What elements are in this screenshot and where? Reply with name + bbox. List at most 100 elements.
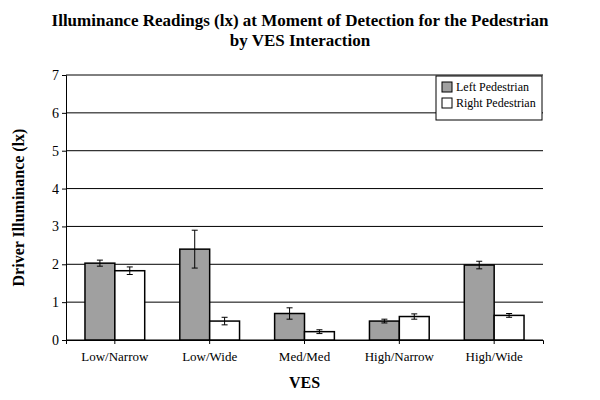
y-tick-label: 6 <box>52 106 59 121</box>
bar <box>464 265 494 340</box>
y-tick-mark <box>62 302 66 303</box>
y-axis: 0 1 2 3 4 5 6 7 <box>52 68 67 348</box>
x-tick-mark <box>209 340 210 344</box>
y-tick: 2 <box>52 257 66 272</box>
error-bar-line <box>509 314 510 318</box>
y-tick: 0 <box>52 333 66 348</box>
x-tick-label: Low/Wide <box>182 349 237 364</box>
error-bar-line <box>381 322 387 323</box>
title: Illuminance Readings (lx) at Moment of D… <box>52 11 549 50</box>
x-tick: Low/Narrow <box>81 340 149 364</box>
bars <box>85 230 524 340</box>
x-tick-mark <box>399 340 400 344</box>
error-bar-line <box>381 319 387 320</box>
grid-line <box>66 226 543 227</box>
y-tick: 5 <box>52 144 66 159</box>
title-line: Illuminance Readings (lx) at Moment of D… <box>52 11 549 30</box>
error-bar-line <box>289 308 290 319</box>
x-tick-mark <box>304 340 305 344</box>
bar <box>85 263 115 340</box>
error-bar <box>97 260 103 266</box>
error-bar-line <box>411 319 417 320</box>
error-bar-line <box>479 261 480 269</box>
legend-swatch <box>442 98 452 108</box>
error-bar <box>222 317 228 325</box>
grid-line <box>66 75 543 76</box>
error-bar-line <box>476 268 482 269</box>
grid-line <box>66 188 543 189</box>
error-bar-line <box>316 333 322 334</box>
error-bar-line <box>384 319 385 323</box>
error-bar-line <box>192 268 198 269</box>
y-tick: 4 <box>52 182 66 197</box>
y-tick-label: 0 <box>52 333 59 348</box>
error-bar <box>287 308 293 319</box>
bar <box>399 317 429 340</box>
y-tick-label: 1 <box>52 295 59 310</box>
y-tick-label: 5 <box>52 144 59 159</box>
error-bar-line <box>129 267 130 275</box>
background <box>0 0 600 400</box>
x-tick-mark <box>494 340 495 344</box>
y-axis-title: Driver Illuminance (lx) <box>10 129 28 287</box>
x-axis-line <box>67 341 544 345</box>
error-bar-line <box>194 230 195 268</box>
y-tick-mark <box>62 75 66 76</box>
y-tick-label: 7 <box>52 68 59 83</box>
legend: Left Pedestrian Right Pedestrian <box>436 76 542 120</box>
error-bar-line <box>319 330 320 334</box>
y-tick-mark <box>62 113 66 114</box>
x-tick: Med/Med <box>279 340 331 364</box>
error-bar-line <box>411 313 417 314</box>
y-tick-mark <box>62 189 66 190</box>
x-tick-label: High/Wide <box>466 349 523 364</box>
bar <box>369 321 399 340</box>
legend-swatch <box>442 82 452 92</box>
error-bar <box>506 314 512 318</box>
error-bar-line <box>414 314 415 319</box>
legend-label: Right Pedestrian <box>456 96 536 110</box>
x-tick-label: Med/Med <box>279 349 331 364</box>
grid <box>66 75 543 340</box>
legend-box <box>436 76 542 120</box>
error-bar <box>192 230 198 268</box>
y-tick-mark <box>62 151 66 152</box>
x-tick: Low/Wide <box>182 340 237 364</box>
plot: 0 1 2 3 4 5 6 7 Low/Narrow Low/Wide Med/Med High/Na… <box>52 68 544 364</box>
legend-label: Left Pedestrian <box>456 80 529 94</box>
error-bar-line <box>127 266 133 267</box>
x-tick-label: High/Narrow <box>365 349 435 364</box>
error-bar-line <box>506 313 512 314</box>
error-bar-line <box>127 274 133 275</box>
error-bar-line <box>192 230 198 231</box>
x-axis-title: VES <box>289 374 320 391</box>
legend-item: Left Pedestrian <box>442 80 529 94</box>
error-bar <box>127 267 133 275</box>
y-tick-label: 2 <box>52 257 59 272</box>
grid-line <box>66 150 543 151</box>
y-tick-mark <box>62 226 66 227</box>
legend-item: Right Pedestrian <box>442 96 536 110</box>
y-tick-label: 3 <box>52 219 59 234</box>
y-tick-mark <box>62 264 66 265</box>
error-bar <box>411 314 417 319</box>
error-bar-line <box>99 260 100 266</box>
error-bar-line <box>224 317 225 325</box>
chart: 0 1 2 3 4 5 6 7 Low/Narrow Low/Wide Med/Med High/Na… <box>0 0 600 400</box>
y-tick: 3 <box>52 219 66 234</box>
error-bar-line <box>287 319 293 320</box>
error-bar-line <box>97 266 103 267</box>
y-tick-mark <box>62 340 66 341</box>
y-tick: 1 <box>52 295 66 310</box>
error-bar-line <box>222 317 228 318</box>
y-tick-label: 4 <box>52 182 59 197</box>
x-axis: Low/Narrow Low/Wide Med/Med High/Narrow High… <box>67 340 544 364</box>
error-bar-line <box>476 261 482 262</box>
title-line: by VES Interaction <box>230 31 371 50</box>
y-tick: 6 <box>52 106 66 121</box>
x-tick-label: Low/Narrow <box>81 349 149 364</box>
error-bar-line <box>97 260 103 261</box>
y-axis-line <box>62 76 67 341</box>
x-tick-mark <box>114 340 115 344</box>
error-bar-line <box>316 329 322 330</box>
